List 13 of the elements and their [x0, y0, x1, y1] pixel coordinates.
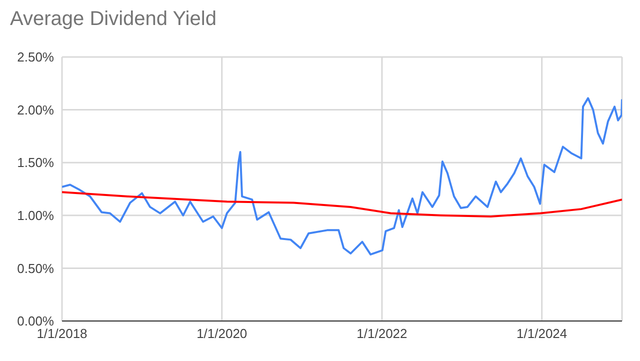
y-tick-label: 0.50%: [17, 260, 54, 276]
y-tick-label: 2.00%: [17, 102, 54, 118]
x-tick-label: 1/1/2024: [516, 326, 568, 342]
y-tick-label: 0.00%: [17, 314, 54, 329]
y-tick-label: 1.50%: [17, 155, 54, 170]
x-tick-label: 1/1/2022: [356, 326, 408, 342]
line-series: [62, 97, 622, 256]
y-tick-label: 1.00%: [17, 208, 54, 224]
y-tick-label: 2.50%: [17, 50, 54, 65]
x-tick-label: 1/1/2020: [196, 326, 248, 342]
line-series: [62, 191, 622, 218]
x-tick-label: 1/1/2018: [36, 326, 88, 342]
chart-title: Average Dividend Yield: [10, 8, 216, 31]
